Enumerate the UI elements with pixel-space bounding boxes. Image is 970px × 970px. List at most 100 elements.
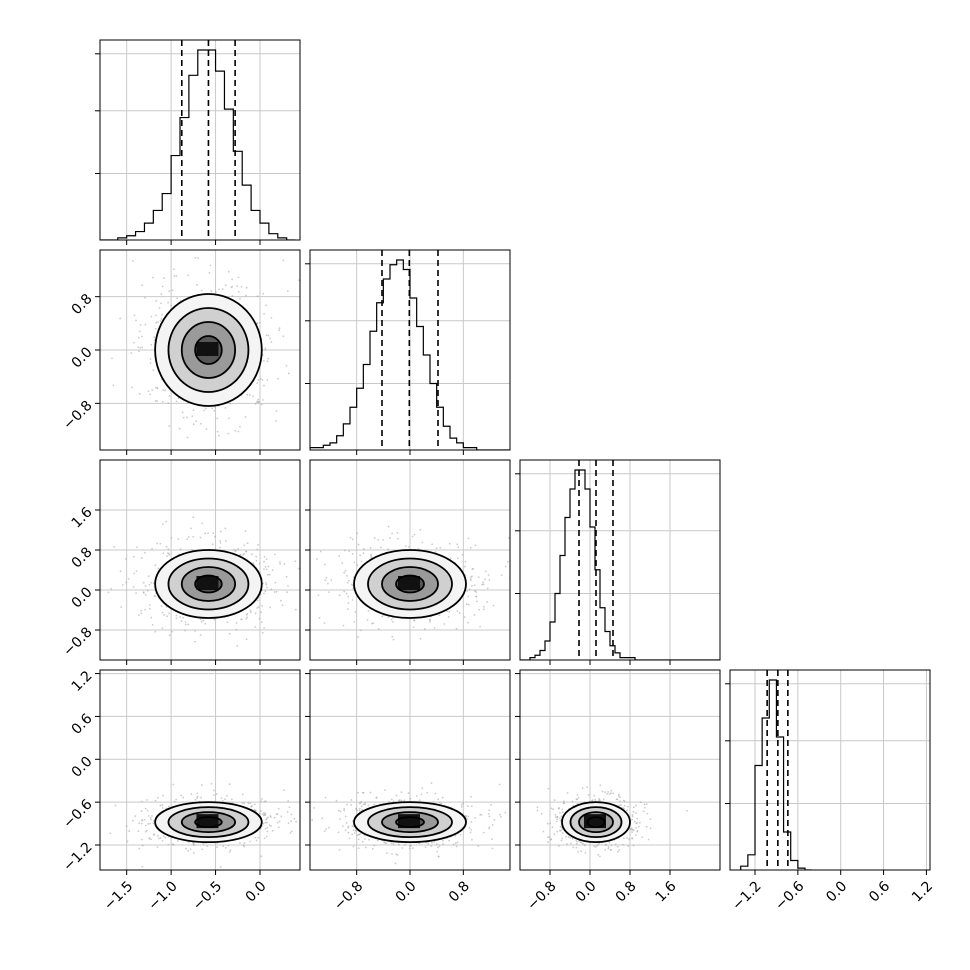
sample-point	[376, 839, 379, 842]
sample-point	[149, 362, 152, 364]
sample-point	[468, 827, 471, 829]
sample-point	[264, 566, 267, 568]
sample-point	[270, 316, 273, 319]
sample-point	[161, 400, 164, 403]
sample-point	[199, 422, 202, 425]
sample-point	[357, 636, 359, 638]
sample-point	[481, 583, 484, 586]
sample-point	[557, 845, 560, 847]
sample-point	[454, 834, 457, 837]
density-contour	[167, 307, 250, 393]
sample-point	[627, 845, 630, 847]
sample-point	[157, 835, 159, 837]
sample-point	[347, 831, 350, 834]
sample-point	[260, 621, 263, 624]
sample-point	[492, 604, 495, 607]
sample-point	[263, 814, 266, 816]
sample-point	[278, 820, 281, 823]
sample-point	[469, 831, 472, 834]
sample-point	[482, 831, 485, 834]
sample-point	[154, 595, 156, 598]
sample-point	[295, 820, 298, 823]
y-tick-label: −0.6	[60, 796, 95, 831]
sample-point	[132, 585, 135, 588]
sample-point	[630, 827, 633, 830]
sample-point	[596, 845, 598, 847]
sample-point	[175, 400, 178, 403]
sample-point	[561, 808, 564, 811]
sample-point	[236, 285, 238, 287]
sample-point	[351, 598, 354, 601]
sample-point	[175, 275, 178, 277]
sample-point	[258, 617, 261, 620]
sample-point	[239, 425, 241, 428]
sample-point	[140, 800, 143, 803]
histogram-step	[310, 259, 510, 450]
sample-point	[448, 839, 451, 842]
sample-point	[252, 562, 255, 565]
sample-point	[549, 838, 552, 841]
x-tick-label: 0.0	[823, 878, 850, 905]
sample-point	[635, 822, 637, 825]
sample-point	[385, 842, 388, 845]
sample-point	[645, 825, 648, 828]
sample-point	[256, 401, 259, 404]
sample-point	[165, 545, 168, 548]
sample-point	[345, 821, 348, 824]
sample-point	[180, 620, 183, 622]
sample-point	[273, 553, 276, 556]
sample-point	[242, 553, 244, 556]
sample-point	[175, 614, 178, 617]
sample-point	[599, 799, 601, 802]
sample-point	[154, 314, 157, 317]
sample-point	[286, 591, 289, 594]
sample-point	[219, 866, 222, 868]
sample-point	[499, 816, 502, 818]
sample-point	[131, 260, 134, 262]
sample-point	[360, 560, 363, 563]
sample-point	[160, 318, 163, 320]
y-tick-label: −0.8	[60, 624, 95, 659]
sample-point	[575, 842, 578, 845]
sample-point	[633, 820, 636, 823]
sample-point	[202, 842, 205, 845]
sample-point	[642, 810, 645, 813]
sample-point	[257, 836, 260, 839]
sample-point	[161, 627, 164, 630]
sample-point	[437, 798, 440, 801]
sample-point	[133, 314, 136, 317]
sample-point	[148, 584, 151, 586]
x-tick-label: −1.5	[101, 878, 136, 913]
sample-point	[466, 818, 469, 820]
sample-point	[246, 616, 248, 619]
sample-point	[341, 825, 344, 828]
sample-point	[162, 835, 165, 838]
sample-point	[158, 837, 160, 840]
sample-point	[366, 619, 369, 621]
sample-point	[171, 289, 174, 292]
sample-point	[265, 568, 268, 571]
sample-point	[556, 818, 559, 821]
sample-point	[258, 321, 261, 324]
density-contour	[154, 801, 263, 844]
sample-point	[156, 400, 158, 403]
sample-point	[147, 823, 150, 825]
sample-point	[186, 436, 189, 439]
sample-point	[396, 537, 399, 540]
sample-point	[180, 794, 183, 797]
sample-point	[152, 276, 154, 279]
sample-point	[355, 807, 358, 810]
panel-frame	[99, 249, 301, 451]
sample-point	[240, 285, 243, 288]
sample-point	[221, 800, 224, 802]
sample-point	[167, 843, 170, 846]
sample-point	[135, 592, 137, 595]
y-tick-label: 0.0	[69, 344, 96, 371]
sample-point	[368, 838, 370, 841]
sample-point	[465, 815, 467, 818]
sample-point	[363, 803, 366, 806]
panel-frame	[99, 39, 301, 241]
sample-point	[327, 582, 329, 585]
sample-point	[130, 352, 133, 354]
